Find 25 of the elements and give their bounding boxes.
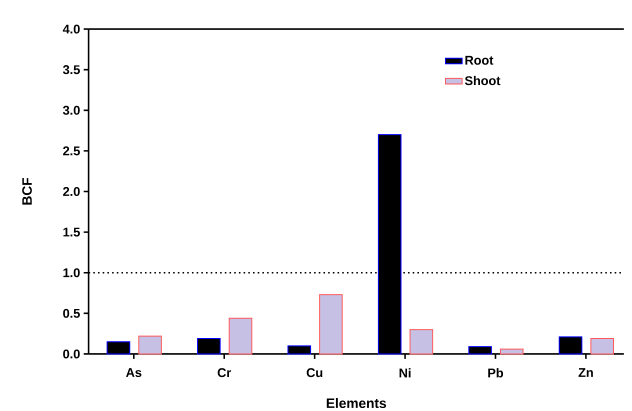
bar <box>319 294 343 354</box>
x-tick-label: Cu <box>306 368 322 377</box>
x-tick-label: As <box>126 368 142 377</box>
legend-label: Root <box>465 56 494 65</box>
y-tick-label: 3.5 <box>62 65 80 74</box>
bar <box>500 348 524 354</box>
x-tick-label: Zn <box>578 368 593 377</box>
y-axis-title: BCF <box>22 178 32 204</box>
bar <box>410 328 434 354</box>
x-tick-label: Cr <box>218 368 232 377</box>
bar <box>590 338 614 354</box>
bar <box>138 335 162 354</box>
x-axis-title: Elements <box>326 398 386 408</box>
y-tick-label: 3.0 <box>62 106 80 115</box>
bar <box>228 318 252 354</box>
y-tick-label: 4.0 <box>62 24 80 34</box>
y-tick-label: 2.0 <box>63 186 80 196</box>
y-tick-label: 1.0 <box>63 268 80 278</box>
legend-label: Shoot <box>464 76 500 86</box>
y-tick-label: 0.0 <box>63 349 80 358</box>
x-tick-label: Ni <box>400 368 411 378</box>
x-tick-label: Pb <box>488 368 504 378</box>
y-tick-label: 2.5 <box>63 146 80 156</box>
y-tick-label: 0.5 <box>63 308 80 318</box>
y-tick-label: 1.5 <box>63 228 80 236</box>
